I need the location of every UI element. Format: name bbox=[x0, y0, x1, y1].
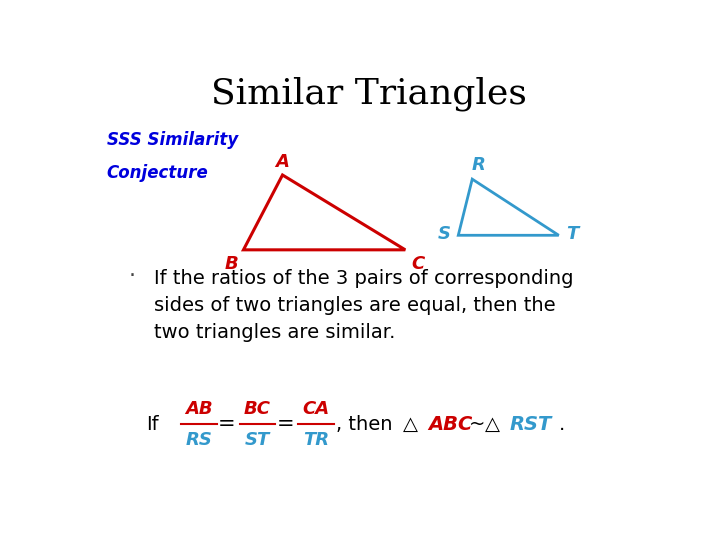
Text: CA: CA bbox=[302, 400, 330, 417]
Text: .: . bbox=[559, 415, 565, 434]
Text: =: = bbox=[218, 415, 235, 435]
Text: A: A bbox=[276, 153, 289, 171]
Text: T: T bbox=[566, 225, 578, 244]
Text: SSS Similarity: SSS Similarity bbox=[107, 131, 238, 149]
Text: ~: ~ bbox=[469, 415, 485, 434]
Text: B: B bbox=[225, 255, 238, 273]
Text: C: C bbox=[411, 255, 424, 273]
Text: RS: RS bbox=[185, 431, 212, 449]
Text: ·: · bbox=[128, 266, 135, 286]
Text: AB: AB bbox=[185, 400, 212, 417]
Text: Conjecture: Conjecture bbox=[107, 164, 209, 182]
Text: RST: RST bbox=[510, 415, 552, 434]
Text: TR: TR bbox=[303, 431, 329, 449]
Text: S: S bbox=[437, 225, 450, 244]
Text: ST: ST bbox=[245, 431, 270, 449]
Text: If the ratios of the 3 pairs of corresponding
sides of two triangles are equal, : If the ratios of the 3 pairs of correspo… bbox=[154, 268, 574, 342]
Text: R: R bbox=[472, 157, 486, 174]
Text: , then: , then bbox=[336, 415, 392, 434]
Text: ABC: ABC bbox=[428, 415, 473, 434]
Text: =: = bbox=[276, 415, 294, 435]
Text: If: If bbox=[145, 415, 158, 434]
Text: BC: BC bbox=[244, 400, 271, 417]
Text: △: △ bbox=[485, 415, 500, 434]
Text: △: △ bbox=[403, 415, 418, 434]
Text: Similar Triangles: Similar Triangles bbox=[211, 77, 527, 111]
